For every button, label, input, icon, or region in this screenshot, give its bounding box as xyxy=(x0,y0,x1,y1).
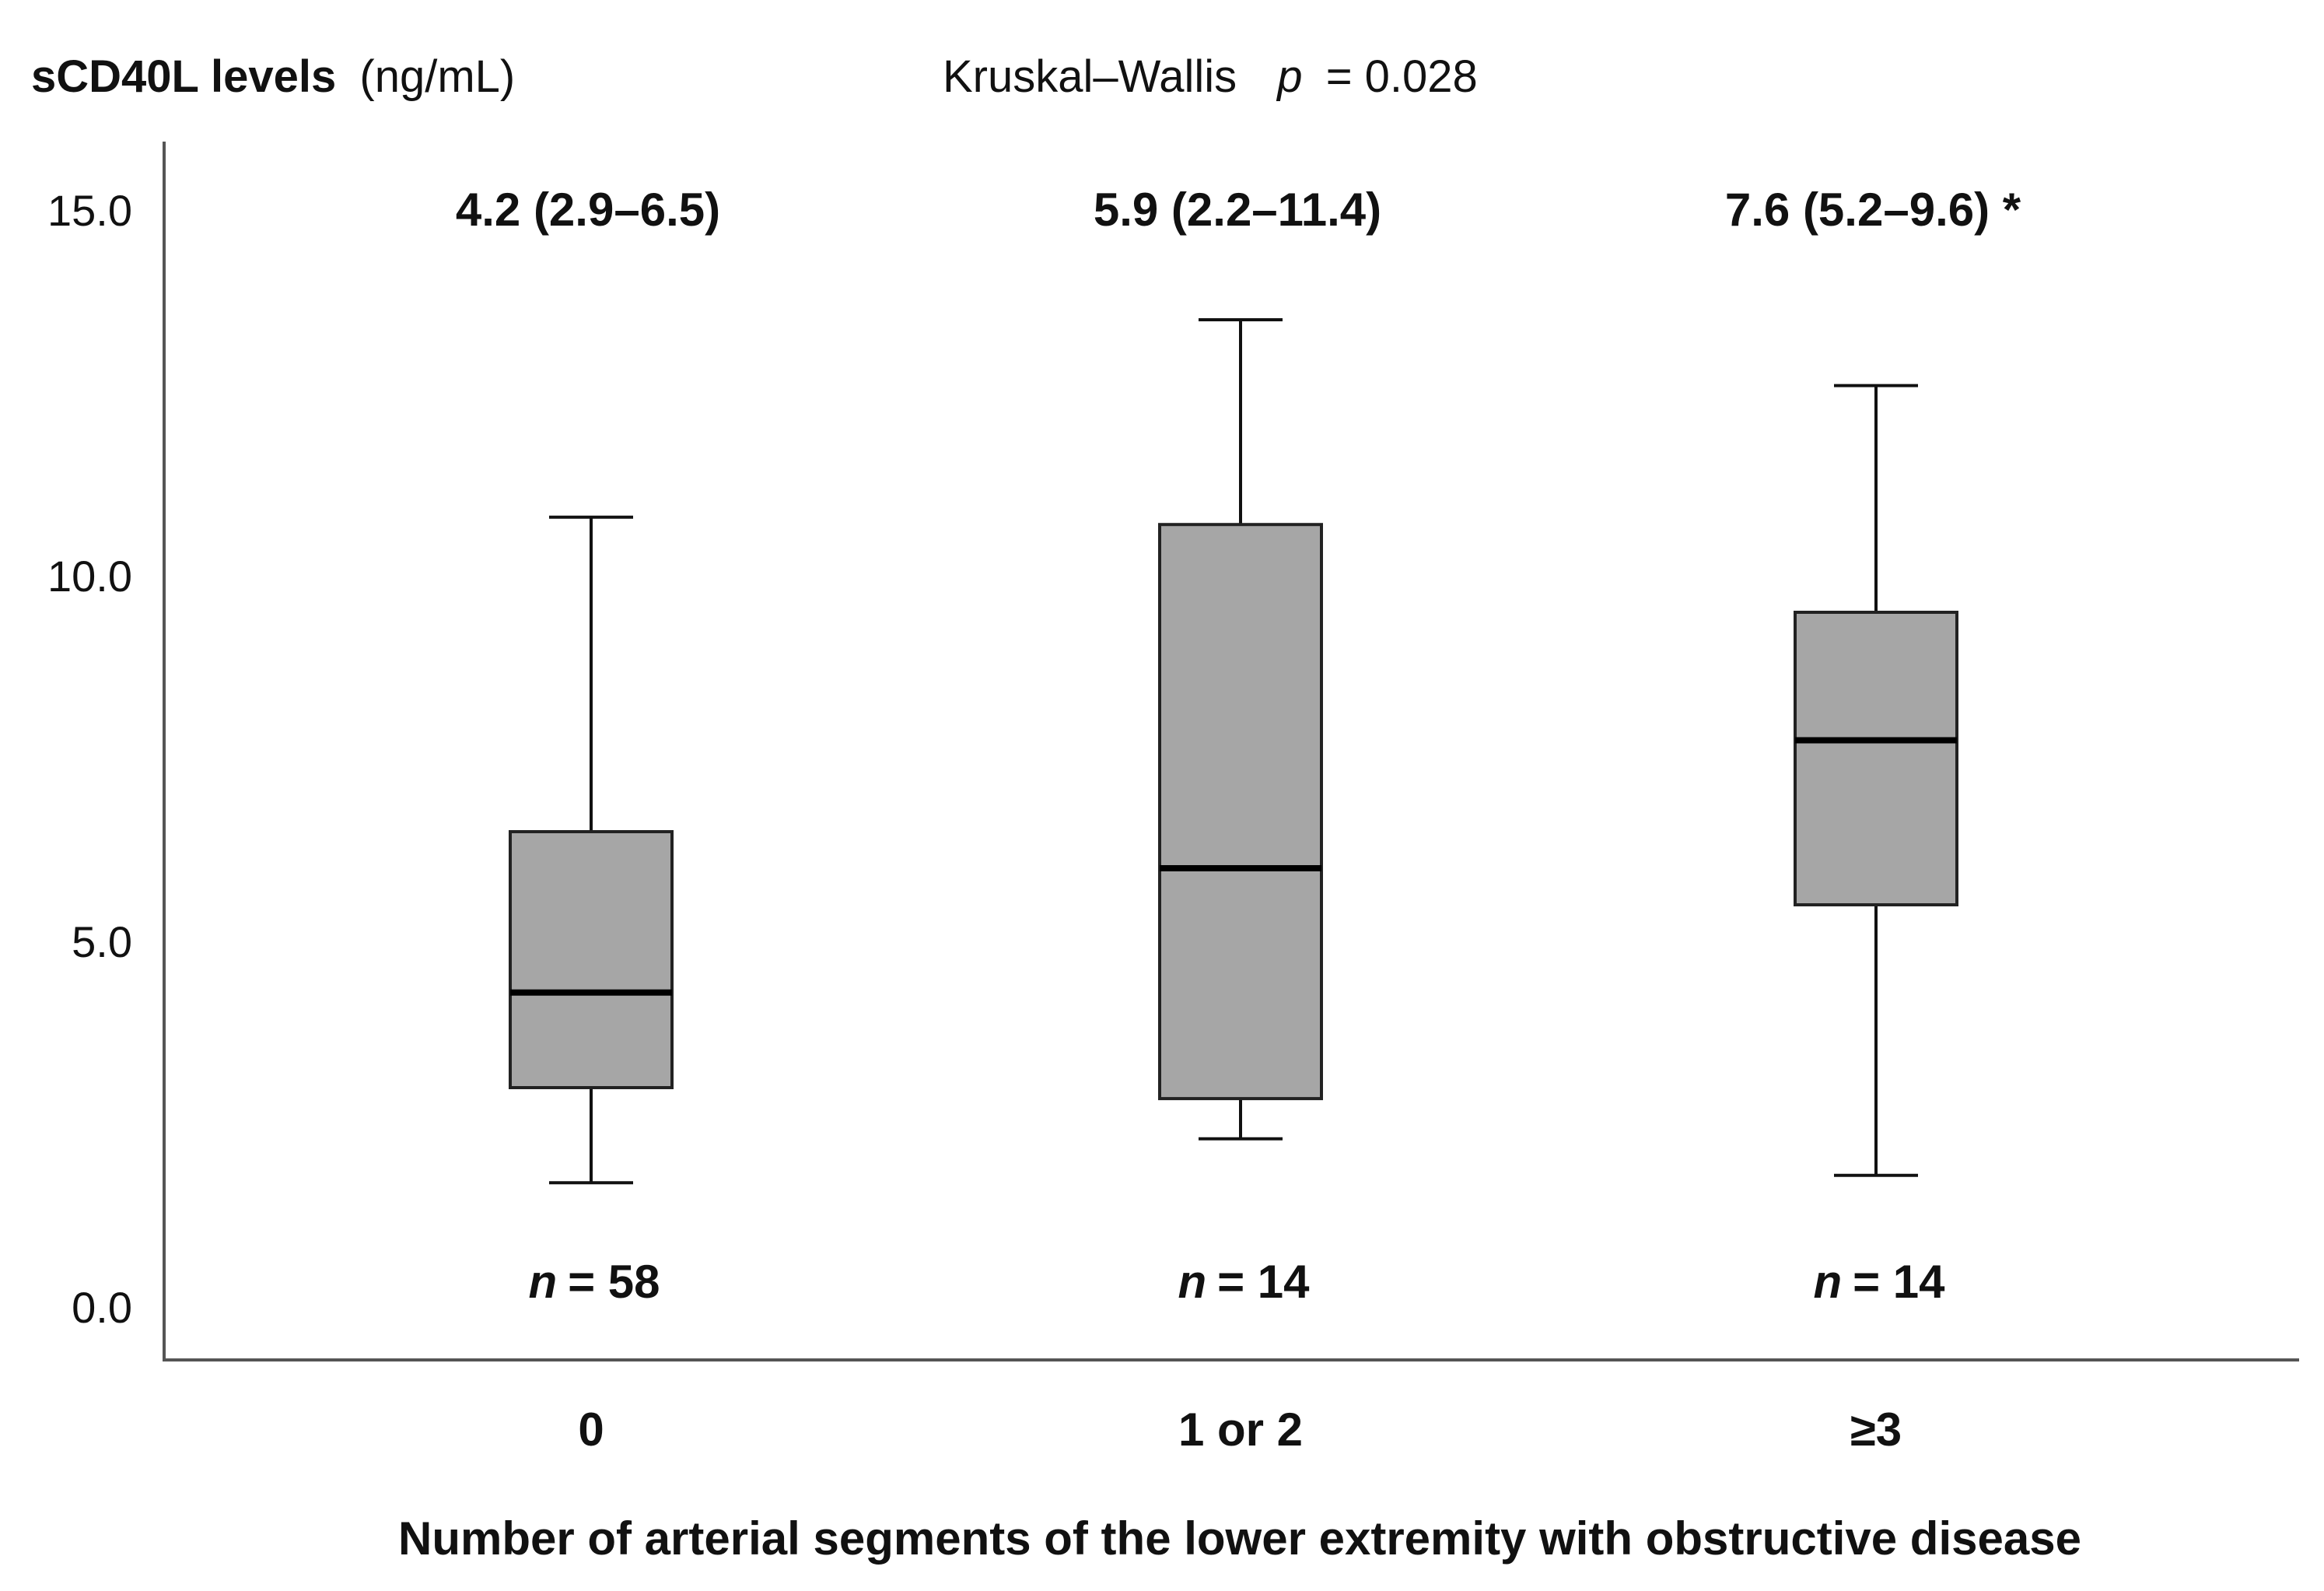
y-tick-labels: 0.0 5.0 10.0 15.0 xyxy=(47,186,132,1332)
n-symbol: n xyxy=(528,1256,557,1308)
y-axis-title-main: sCD40L levels xyxy=(31,51,336,102)
summary-label: 4.2 (2.9–6.5) xyxy=(456,184,720,236)
box-group: 5.9 (2.2–11.4) n = 14 xyxy=(1094,184,1381,1308)
x-tick-label: 0 xyxy=(578,1404,604,1456)
box-group: 7.6 (5.2–9.6) * n = 14 xyxy=(1725,184,2021,1308)
y-tick-label: 10.0 xyxy=(47,552,132,601)
n-value: = 58 xyxy=(568,1256,660,1308)
test-annotation: Kruskal–Wallis p = 0.028 xyxy=(943,51,1478,102)
x-axis-title: Number of arterial segments of the lower… xyxy=(398,1512,2081,1565)
x-tick-label: 1 or 2 xyxy=(1178,1404,1303,1456)
n-value: = 14 xyxy=(1853,1256,1945,1308)
x-tick-label: ≥3 xyxy=(1850,1404,1902,1456)
n-label: n = 14 xyxy=(1813,1256,1945,1308)
iqr-box xyxy=(509,830,674,1089)
y-axis-title-unit: (ng/mL) xyxy=(359,51,515,102)
n-label: n = 14 xyxy=(1178,1256,1310,1308)
boxes-layer: 4.2 (2.9–6.5)n = 585.9 (2.2–11.4)n = 147.6… xyxy=(456,184,2021,1308)
p-symbol: p xyxy=(1276,51,1302,102)
y-axis-title: sCD40L levels (ng/mL) xyxy=(31,51,515,102)
summary-label: 7.6 (5.2–9.6) * xyxy=(1725,184,2021,236)
y-tick-label: 0.0 xyxy=(72,1283,132,1332)
test-name: Kruskal–Wallis xyxy=(943,51,1237,102)
summary-label: 5.9 (2.2–11.4) xyxy=(1094,184,1381,236)
n-label: n = 58 xyxy=(528,1256,660,1308)
y-tick-label: 15.0 xyxy=(47,186,132,235)
n-value: = 14 xyxy=(1217,1256,1310,1308)
x-tick-labels: 0 1 or 2 ≥3 xyxy=(578,1404,1902,1456)
n-symbol: n xyxy=(1178,1256,1206,1308)
p-value: = 0.028 xyxy=(1326,51,1478,102)
box-group: 4.2 (2.9–6.5) n = 58 xyxy=(456,184,720,1308)
iqr-box xyxy=(1794,611,1958,906)
y-tick-label: 5.0 xyxy=(72,917,132,966)
n-symbol: n xyxy=(1813,1256,1842,1308)
iqr-box xyxy=(1158,523,1323,1101)
